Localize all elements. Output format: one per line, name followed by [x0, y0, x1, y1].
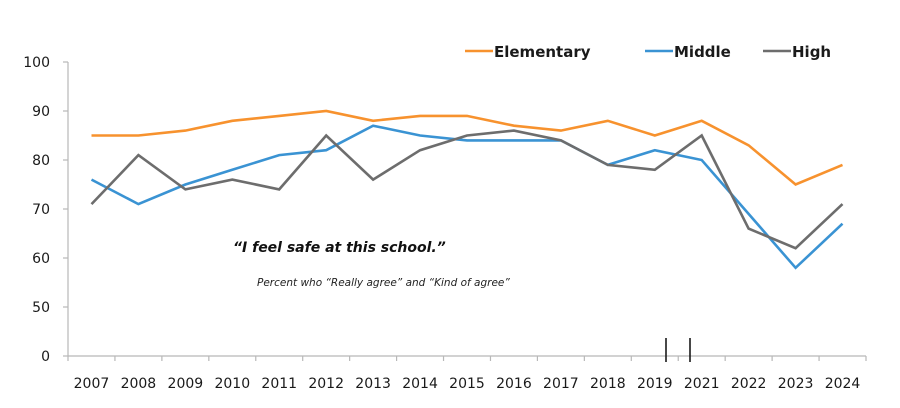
- x-tick-label: 2012: [308, 376, 344, 392]
- x-tick-label: 2013: [355, 376, 391, 392]
- legend-item-middle: Middle: [645, 43, 731, 61]
- x-tick-label: 2024: [825, 376, 861, 392]
- legend-label: Elementary: [494, 43, 591, 61]
- x-axis-ticks: 2007 2008 2009 2010 2011 2012 2013 2014 2015 2016…: [67, 356, 867, 392]
- y-axis-ticks: 0 50 60 70 80 90 100: [23, 55, 68, 365]
- legend: Elementary Middle High: [465, 43, 831, 61]
- x-tick-label: 2007: [74, 376, 110, 392]
- x-tick-label: 2017: [543, 376, 579, 392]
- x-tick-label: 2011: [261, 376, 297, 392]
- x-tick-label: 2019: [637, 376, 673, 392]
- chart-subtitle: Percent who “Really agree” and “Kind of …: [257, 277, 510, 289]
- series-line-high: [90, 129, 844, 250]
- series-line-middle: [90, 124, 844, 270]
- y-tick-label: 50: [32, 300, 50, 316]
- x-tick-label: 2009: [168, 376, 204, 392]
- legend-item-elementary: Elementary: [465, 43, 591, 61]
- y-tick-label: 100: [23, 55, 50, 71]
- legend-item-high: High: [763, 43, 831, 61]
- x-tick-label: 2022: [731, 376, 767, 392]
- series-line-elementary: [91, 109, 844, 187]
- y-tick-label: 0: [41, 349, 50, 365]
- x-tick-label: 2021: [684, 376, 720, 392]
- y-tick-label: 70: [32, 202, 50, 218]
- y-tick-label: 80: [32, 153, 50, 169]
- legend-label: High: [792, 43, 831, 61]
- x-tick-label: 2010: [214, 376, 250, 392]
- x-tick-label: 2018: [590, 376, 626, 392]
- axis-break-markers: [665, 338, 691, 362]
- y-tick-label: 90: [32, 104, 50, 120]
- x-tick-label: 2023: [778, 376, 814, 392]
- y-tick-label: 60: [32, 251, 50, 267]
- series-lines: [90, 109, 844, 270]
- x-tick-label: 2015: [449, 376, 485, 392]
- x-tick-label: 2008: [121, 376, 157, 392]
- legend-label: Middle: [674, 43, 731, 61]
- x-tick-label: 2016: [496, 376, 532, 392]
- chart-title: “I feel safe at this school.”: [233, 240, 446, 256]
- axes: [67, 62, 866, 357]
- x-tick-label: 2014: [402, 376, 438, 392]
